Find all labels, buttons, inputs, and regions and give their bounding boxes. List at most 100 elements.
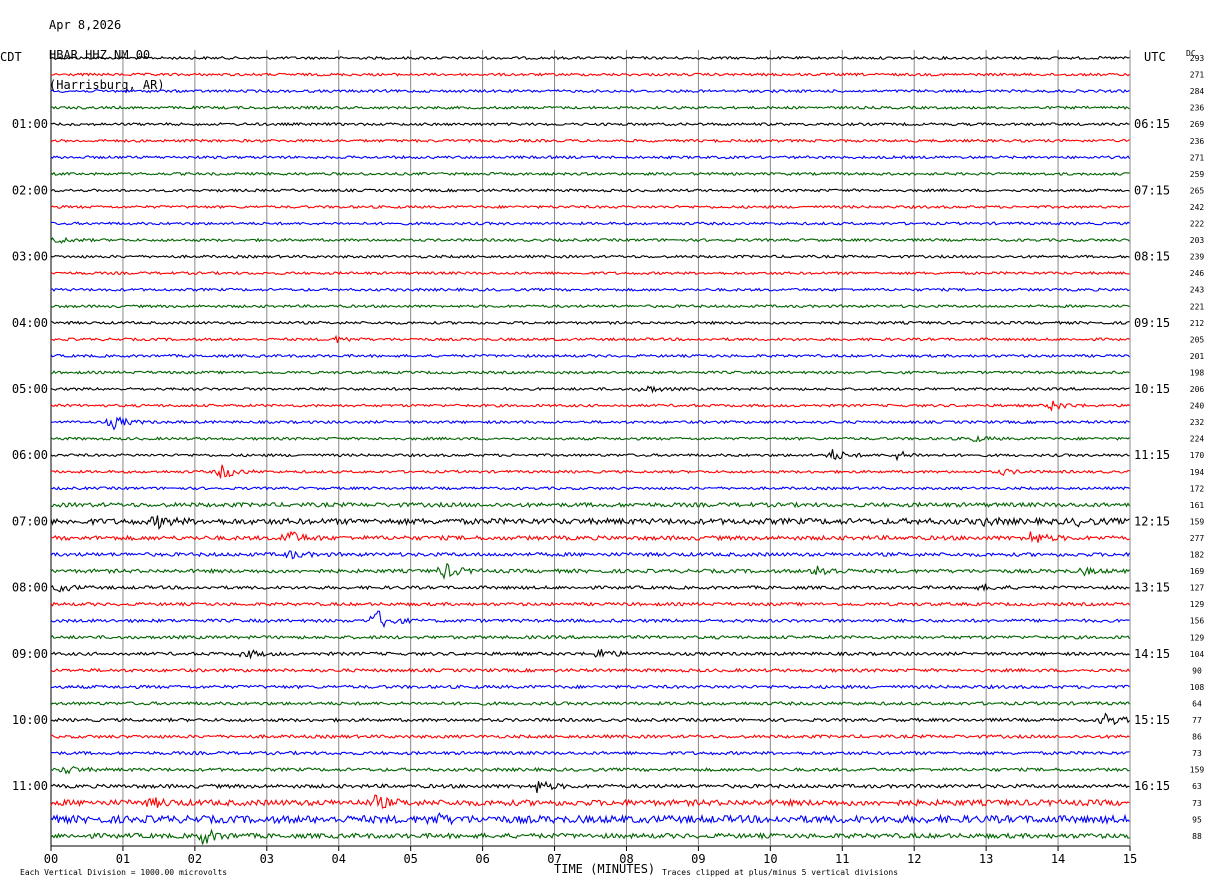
trace-row — [50, 188, 1130, 193]
x-tick-label: 07 — [547, 852, 561, 866]
trace-row — [51, 684, 1130, 690]
trace-row — [50, 221, 1130, 226]
trace-row — [50, 486, 1130, 491]
dc-offset-label: 90 — [1192, 666, 1202, 675]
dc-offset-label: 156 — [1190, 617, 1205, 626]
dc-label: DC — [1186, 49, 1196, 58]
trace-row — [50, 270, 1130, 276]
x-tick-label: 15 — [1123, 852, 1137, 866]
left-time-label: 03:00 — [12, 250, 48, 264]
trace-row — [50, 254, 1130, 259]
dc-offset-label: 161 — [1190, 501, 1205, 510]
dc-offset-label: 206 — [1190, 385, 1205, 394]
x-tick-label: 09 — [691, 852, 705, 866]
dc-offset-label: 201 — [1190, 352, 1205, 361]
dc-offset-label: 284 — [1190, 87, 1205, 96]
trace-row — [50, 236, 1130, 244]
trace-row — [50, 601, 1130, 607]
x-tick-label: 10 — [763, 852, 777, 866]
trace-row — [50, 794, 1130, 809]
trace-row — [50, 370, 1130, 375]
trace-row — [50, 562, 1130, 580]
dc-offset-label: 194 — [1190, 468, 1205, 477]
right-time-label: 09:15 — [1134, 316, 1170, 330]
dc-offset-label: 198 — [1190, 368, 1205, 377]
right-time-label: 08:15 — [1134, 250, 1170, 264]
x-tick-label: 04 — [332, 852, 346, 866]
left-timezone-label: CDT — [0, 50, 22, 64]
x-tick-label: 02 — [188, 852, 202, 866]
x-tick-label: 12 — [907, 852, 921, 866]
dc-offset-label: 88 — [1192, 832, 1202, 841]
right-time-label: 15:15 — [1134, 713, 1170, 727]
left-time-label: 10:00 — [12, 713, 48, 727]
left-time-label: 05:00 — [12, 382, 48, 396]
dc-offset-label: 221 — [1190, 302, 1205, 311]
trace-row — [50, 449, 1130, 462]
trace-row — [50, 610, 1130, 629]
dc-offset-label: 108 — [1190, 683, 1205, 692]
right-timezone-label: UTC — [1144, 50, 1166, 64]
trace-row — [50, 353, 1130, 359]
trace-row — [50, 501, 1130, 509]
x-tick-label: 13 — [979, 852, 993, 866]
left-time-label: 01:00 — [12, 117, 48, 131]
dc-offset-label: 232 — [1190, 418, 1205, 427]
trace-row — [50, 320, 1130, 326]
trace-row — [50, 121, 1130, 127]
dc-offset-label: 277 — [1190, 534, 1205, 543]
dc-offset-label: 271 — [1190, 153, 1205, 162]
right-time-label: 13:15 — [1134, 581, 1170, 595]
trace-row — [51, 464, 1130, 479]
dc-offset-label: 222 — [1190, 220, 1205, 229]
dc-offset-label: 239 — [1190, 253, 1205, 262]
dc-offset-label: 212 — [1190, 319, 1205, 328]
clip-note: Traces clipped at plus/minus 5 vertical … — [662, 868, 899, 877]
right-time-label: 07:15 — [1134, 183, 1170, 197]
left-time-label: 04:00 — [12, 316, 48, 330]
dc-offset-label: 159 — [1190, 517, 1205, 526]
trace-row — [50, 530, 1130, 543]
trace-row — [50, 812, 1130, 826]
left-time-label: 06:00 — [12, 448, 48, 462]
trace-row — [50, 138, 1130, 143]
dc-offset-label: 169 — [1190, 567, 1205, 576]
dc-offset-label: 259 — [1190, 170, 1205, 179]
x-axis-title: TIME (MINUTES) — [554, 862, 656, 876]
dc-offset-label: 170 — [1190, 451, 1205, 460]
dc-offset-label: 243 — [1190, 286, 1205, 295]
header-date: Apr 8,2026 — [49, 18, 122, 32]
trace-row — [50, 700, 1130, 706]
dc-offset-label: 236 — [1190, 104, 1205, 113]
dc-offset-label: 63 — [1192, 782, 1202, 791]
right-time-label: 10:15 — [1134, 382, 1170, 396]
trace-row — [50, 88, 1130, 94]
x-tick-label: 03 — [260, 852, 274, 866]
dc-offset-label: 224 — [1190, 435, 1205, 444]
right-time-label: 14:15 — [1134, 647, 1170, 661]
trace-row — [50, 154, 1130, 160]
dc-offset-label: 265 — [1190, 186, 1205, 195]
trace-row — [51, 334, 1130, 344]
dc-offset-label: 236 — [1190, 137, 1205, 146]
left-time-label: 02:00 — [12, 183, 48, 197]
dc-offset-label: 129 — [1190, 633, 1205, 642]
dc-offset-label: 205 — [1190, 335, 1205, 344]
right-time-label: 16:15 — [1134, 779, 1170, 793]
x-tick-label: 01 — [116, 852, 130, 866]
trace-row — [50, 287, 1130, 293]
trace-row — [50, 171, 1130, 177]
left-time-label: 11:00 — [12, 779, 48, 793]
trace-row — [50, 400, 1130, 412]
trace-row — [50, 55, 1130, 61]
dc-offset-label: 242 — [1190, 203, 1205, 212]
dc-offset-label: 77 — [1192, 716, 1202, 725]
x-tick-label: 00 — [44, 852, 58, 866]
dc-offset-label: 127 — [1190, 584, 1205, 593]
dc-offset-label: 73 — [1192, 799, 1202, 808]
x-tick-label: 14 — [1051, 852, 1065, 866]
dc-offset-label: 182 — [1190, 551, 1205, 560]
scale-note: Each Vertical Division = 1000.00 microvo… — [20, 868, 228, 877]
dc-offset-label: 129 — [1190, 600, 1205, 609]
